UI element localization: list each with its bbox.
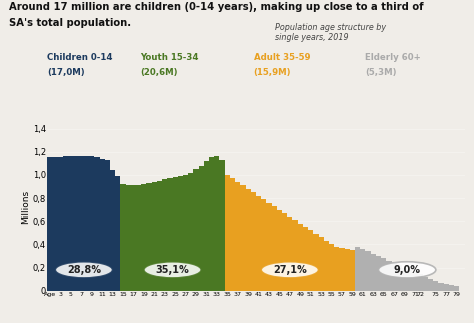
- Bar: [136, 185, 141, 291]
- Bar: [141, 184, 146, 291]
- Bar: [225, 175, 230, 291]
- Text: Elderly 60+: Elderly 60+: [365, 53, 421, 62]
- Text: 27,1%: 27,1%: [273, 265, 307, 275]
- Bar: [162, 180, 167, 291]
- Bar: [58, 158, 63, 291]
- Text: Population age structure by
single years, 2019: Population age structure by single years…: [275, 23, 386, 42]
- Bar: [365, 251, 371, 291]
- Text: 9,0%: 9,0%: [394, 265, 420, 275]
- Bar: [454, 286, 459, 291]
- Bar: [68, 156, 73, 291]
- Bar: [407, 270, 412, 291]
- Ellipse shape: [55, 262, 113, 278]
- Bar: [47, 158, 53, 291]
- Bar: [110, 170, 115, 291]
- Bar: [84, 156, 89, 291]
- Y-axis label: Millions: Millions: [21, 190, 30, 224]
- Bar: [433, 281, 438, 291]
- Bar: [298, 224, 303, 291]
- Text: SA's total population.: SA's total population.: [9, 18, 132, 28]
- Bar: [79, 156, 84, 291]
- Text: Around 17 million are children (0-14 years), making up close to a third of: Around 17 million are children (0-14 yea…: [9, 2, 424, 12]
- Bar: [173, 177, 178, 291]
- Bar: [392, 263, 397, 291]
- Bar: [230, 178, 235, 291]
- Bar: [240, 185, 246, 291]
- Bar: [423, 277, 428, 291]
- Bar: [120, 184, 126, 291]
- Bar: [350, 250, 355, 291]
- Bar: [115, 176, 120, 291]
- Text: 35,1%: 35,1%: [155, 265, 190, 275]
- Bar: [329, 245, 334, 291]
- Bar: [345, 249, 350, 291]
- Bar: [360, 249, 365, 291]
- Bar: [261, 199, 266, 291]
- Bar: [282, 213, 287, 291]
- Bar: [371, 254, 376, 291]
- Bar: [287, 216, 292, 291]
- Bar: [178, 176, 183, 291]
- Bar: [209, 158, 214, 291]
- Ellipse shape: [261, 262, 319, 278]
- Bar: [63, 156, 68, 291]
- Bar: [418, 275, 423, 291]
- Bar: [131, 185, 136, 291]
- Bar: [256, 196, 261, 291]
- Bar: [183, 175, 188, 291]
- Bar: [438, 283, 444, 291]
- Bar: [105, 160, 110, 291]
- Bar: [381, 258, 386, 291]
- Bar: [428, 279, 433, 291]
- Bar: [100, 159, 105, 291]
- Bar: [219, 160, 225, 291]
- Bar: [157, 181, 162, 291]
- Text: Youth 15-34: Youth 15-34: [140, 53, 198, 62]
- Text: (20,6M): (20,6M): [140, 68, 177, 77]
- Bar: [167, 178, 173, 291]
- Bar: [334, 247, 339, 291]
- Ellipse shape: [144, 262, 201, 278]
- Text: (15,9M): (15,9M): [254, 68, 291, 77]
- Bar: [319, 237, 324, 291]
- Text: Adult 35-59: Adult 35-59: [254, 53, 310, 62]
- Bar: [266, 203, 272, 291]
- Bar: [53, 158, 58, 291]
- Bar: [355, 247, 360, 291]
- Bar: [246, 189, 251, 291]
- Bar: [313, 234, 319, 291]
- Bar: [126, 185, 131, 291]
- Bar: [444, 284, 449, 291]
- Bar: [402, 267, 407, 291]
- Text: 28,8%: 28,8%: [67, 265, 101, 275]
- Bar: [94, 158, 100, 291]
- Bar: [303, 227, 308, 291]
- Bar: [193, 169, 199, 291]
- Bar: [73, 156, 79, 291]
- Text: (5,3M): (5,3M): [365, 68, 396, 77]
- Bar: [204, 161, 209, 291]
- Bar: [449, 285, 454, 291]
- Bar: [146, 183, 152, 291]
- Bar: [251, 192, 256, 291]
- Text: Children 0-14: Children 0-14: [47, 53, 113, 62]
- Ellipse shape: [378, 262, 436, 278]
- Bar: [292, 220, 298, 291]
- Bar: [152, 182, 157, 291]
- Bar: [89, 156, 94, 291]
- Bar: [214, 156, 219, 291]
- Text: (17,0M): (17,0M): [47, 68, 85, 77]
- Bar: [339, 248, 345, 291]
- Bar: [308, 231, 313, 291]
- Bar: [386, 261, 392, 291]
- Bar: [235, 182, 240, 291]
- Bar: [376, 256, 381, 291]
- Bar: [277, 210, 282, 291]
- Bar: [272, 206, 277, 291]
- Bar: [199, 166, 204, 291]
- Bar: [188, 172, 193, 291]
- Bar: [324, 241, 329, 291]
- Bar: [412, 272, 418, 291]
- Bar: [397, 265, 402, 291]
